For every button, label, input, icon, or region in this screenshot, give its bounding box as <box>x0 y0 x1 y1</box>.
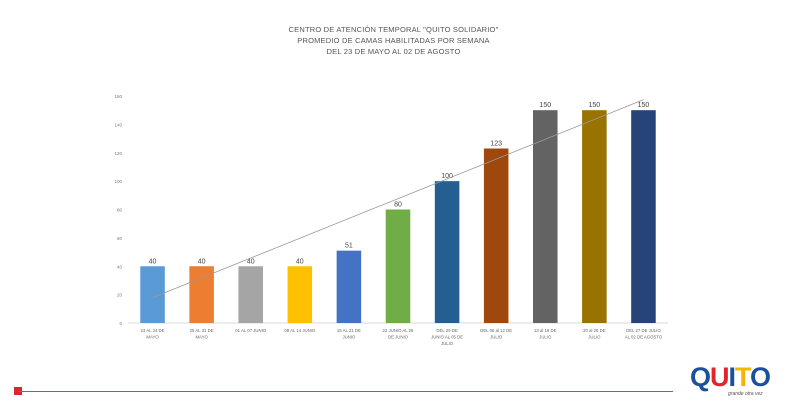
x-tick-label: 15 AL 21 DE <box>337 328 361 333</box>
x-tick-label: 13 al 19 DE <box>534 328 557 333</box>
bar <box>287 266 313 323</box>
x-tick-label: 23 AL 24 DE <box>141 328 165 333</box>
data-label: 40 <box>296 258 304 265</box>
y-tick-label: 140 <box>114 122 122 127</box>
y-tick-label: 80 <box>117 208 123 213</box>
bar <box>533 110 558 323</box>
trend-line <box>152 99 644 299</box>
x-tick-label: 08 AL 14 JUNIO <box>284 328 316 333</box>
y-tick-label: 120 <box>114 151 122 156</box>
footer-divider-line <box>18 391 673 392</box>
data-label: 40 <box>149 258 157 265</box>
bar <box>631 110 656 323</box>
x-tick-label: DEL 06 al 12 DE <box>480 328 512 333</box>
chart-title-line-2: PROMEDIO DE CAMAS HABILITADAS POR SEMANA <box>297 36 490 45</box>
logo-letter-i: I <box>728 362 736 392</box>
logo-letter-t: T <box>735 362 751 392</box>
bar <box>189 266 214 323</box>
x-tick-label: 25 AL 31 DE <box>190 328 214 333</box>
data-label: 80 <box>394 202 402 209</box>
x-tick-label: 22 JUNIO AL 28 <box>383 328 415 333</box>
x-tick-label: DEL 27 DE JULIO <box>626 328 661 333</box>
data-label: 150 <box>589 102 601 109</box>
data-label: 150 <box>539 102 551 109</box>
logo-wordmark: QUITO <box>690 362 771 392</box>
x-tick-label: JULIO <box>441 341 454 346</box>
logo-tagline: grande otra vez <box>728 391 763 397</box>
x-tick-label: JUNIO AL 05 DE <box>431 335 463 340</box>
bar <box>140 266 165 323</box>
x-tick-label: 01 AL 07 JUNIO <box>235 328 267 333</box>
data-label: 123 <box>490 140 502 147</box>
chart-title-line-1: CENTRO DE ATENCIÓN TEMPORAL "QUITO SOLID… <box>288 25 499 34</box>
x-tick-label: MAYO <box>146 335 159 340</box>
bar <box>336 250 362 323</box>
data-label: 51 <box>345 243 353 250</box>
bar <box>483 148 509 323</box>
x-tick-label: DE JUNIO <box>388 335 409 340</box>
data-label: 40 <box>198 258 206 265</box>
chart-title: CENTRO DE ATENCIÓN TEMPORAL "QUITO SOLID… <box>0 24 787 57</box>
bar <box>238 266 263 323</box>
y-tick-label: 160 <box>114 94 122 99</box>
x-tick-label: JUNIO <box>342 335 356 340</box>
y-tick-label: 0 <box>119 321 122 326</box>
x-tick-label: MAYO <box>195 335 208 340</box>
data-label: 150 <box>638 102 650 109</box>
y-tick-label: 40 <box>117 264 123 269</box>
y-tick-label: 60 <box>117 236 123 241</box>
x-tick-label: JULIO <box>490 335 503 340</box>
bar <box>582 110 607 323</box>
chart-title-line-3: DEL 23 DE MAYO AL 02 DE AGOSTO <box>326 47 461 56</box>
quito-logo: QUITO grande otra vez <box>690 362 780 402</box>
x-tick-label: JULIO <box>588 335 601 340</box>
x-tick-label: JULIO <box>539 335 552 340</box>
y-tick-label: 20 <box>117 293 123 298</box>
x-tick-label: DEL 29 DE <box>436 328 457 333</box>
logo-letter-q: Q <box>690 362 711 392</box>
bar <box>434 181 460 323</box>
x-tick-label: 20 al 26 DE <box>583 328 606 333</box>
data-label: 40 <box>247 258 255 265</box>
y-tick-label: 100 <box>114 179 122 184</box>
bar <box>385 209 411 323</box>
logo-letter-o: O <box>750 362 771 392</box>
x-tick-label: AL 02 DE AGOSTO <box>625 335 663 340</box>
data-label: 100 <box>441 173 453 180</box>
logo-letter-u: U <box>710 362 729 392</box>
